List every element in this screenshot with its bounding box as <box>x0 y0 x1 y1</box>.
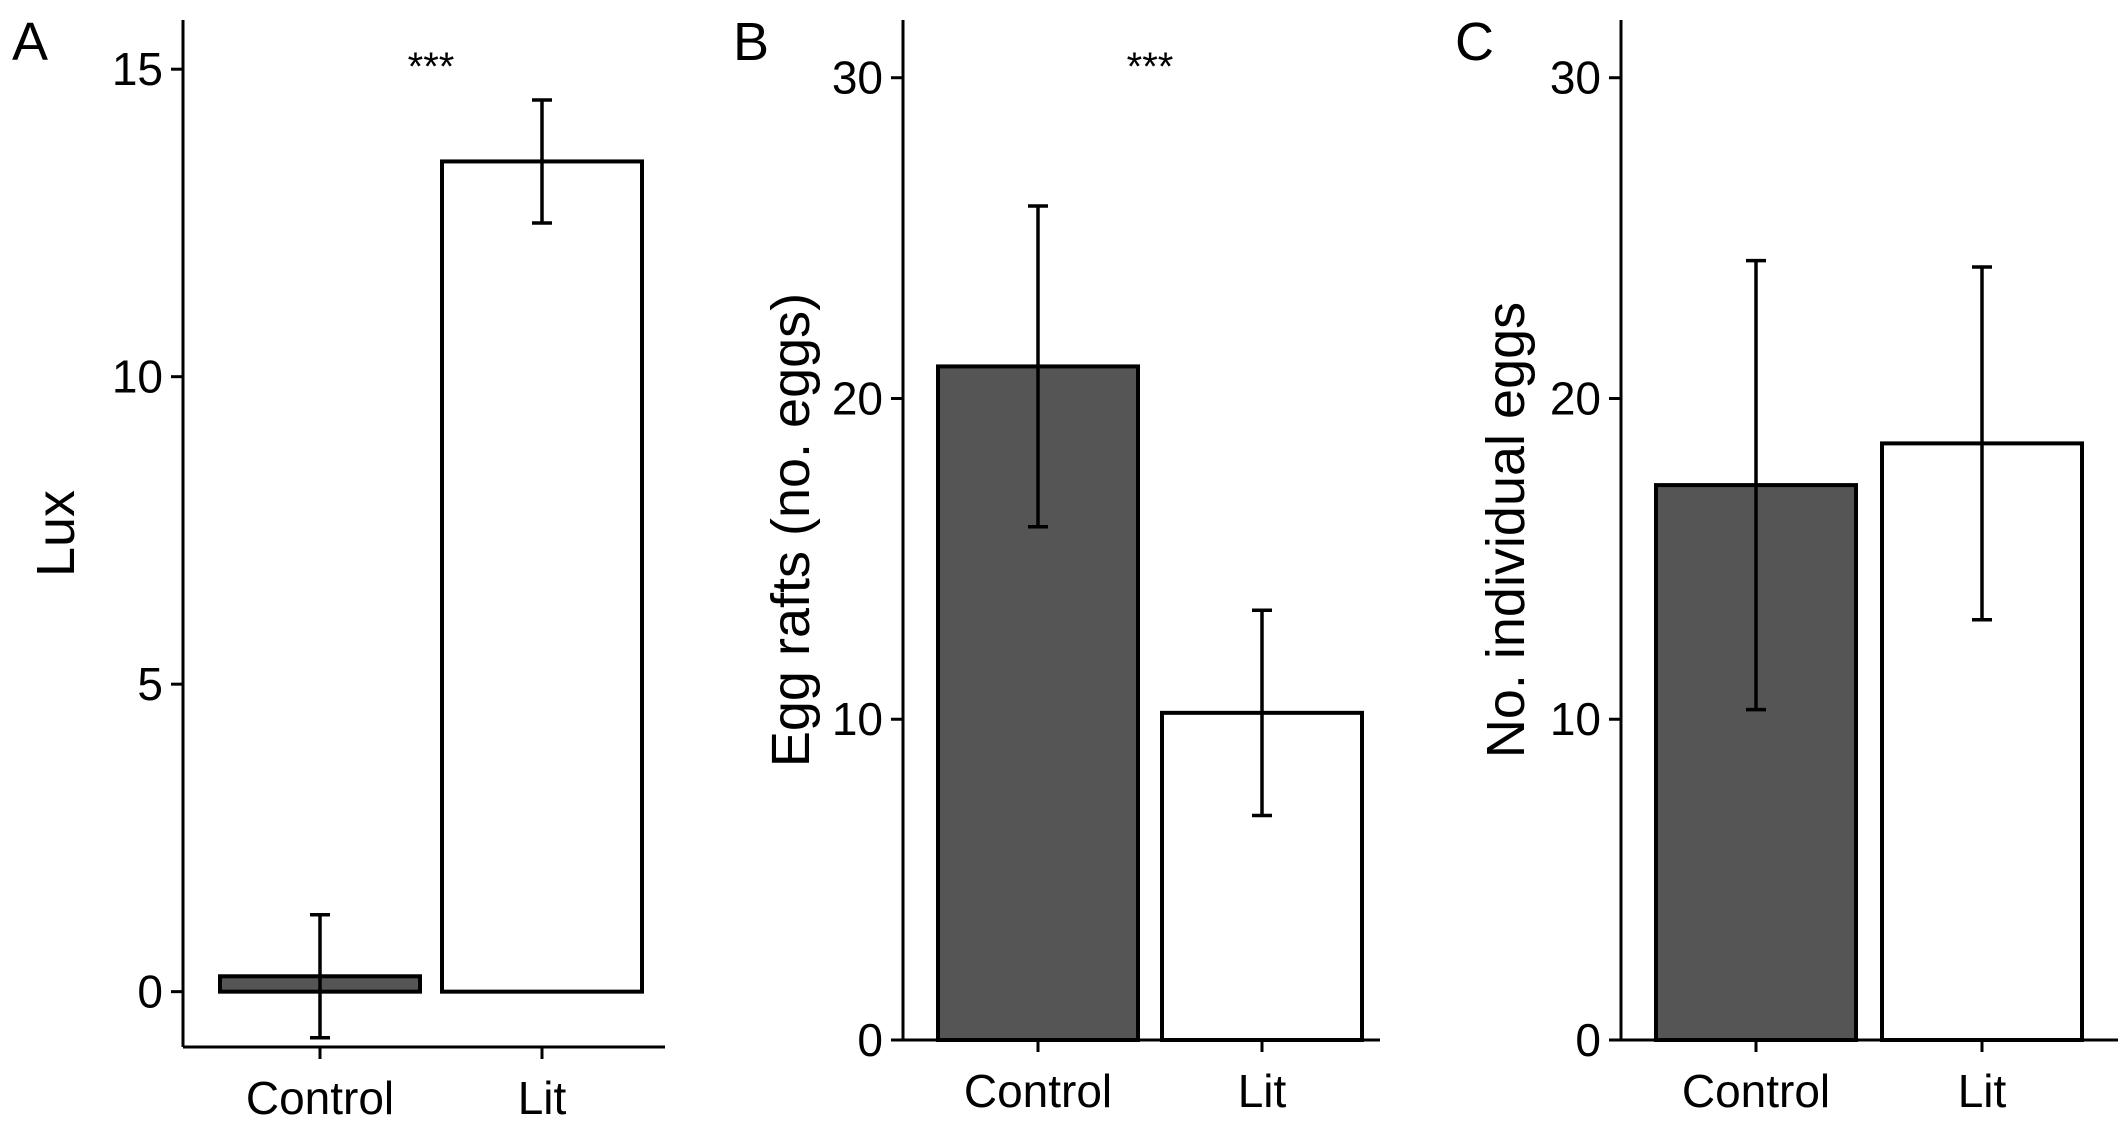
y-tick-label: 0 <box>1575 1014 1601 1066</box>
y-tick-label: 10 <box>1550 693 1601 745</box>
bar-lit <box>440 159 644 994</box>
x-tick-label: Lit <box>1238 1065 1287 1117</box>
panel-label: B <box>733 12 769 72</box>
y-axis-title: No. individual eggs <box>1476 302 1536 758</box>
x-tick-label: Control <box>1682 1065 1830 1117</box>
panel-label: A <box>12 12 48 72</box>
y-tick-label: 20 <box>832 372 883 424</box>
x-tick-label: Control <box>964 1065 1112 1117</box>
panel-label: C <box>1455 12 1494 72</box>
y-tick-label: 0 <box>857 1014 883 1066</box>
y-tick-label: 20 <box>1550 372 1601 424</box>
y-tick-label: 15 <box>112 43 163 95</box>
y-tick-label: 10 <box>832 693 883 745</box>
significance-marker: *** <box>408 45 455 89</box>
y-tick-label: 5 <box>137 658 163 710</box>
x-tick-label: Lit <box>1958 1065 2007 1117</box>
y-tick-label: 30 <box>832 52 883 104</box>
y-tick-label: 30 <box>1550 52 1601 104</box>
significance-marker: *** <box>1127 45 1174 89</box>
x-tick-label: Control <box>246 1072 394 1124</box>
y-tick-label: 0 <box>137 966 163 1018</box>
y-axis-title: Egg rafts (no. eggs) <box>761 293 821 767</box>
x-tick-label: Lit <box>518 1072 567 1124</box>
y-tick-label: 10 <box>112 351 163 403</box>
y-axis-title: Lux <box>26 490 86 577</box>
